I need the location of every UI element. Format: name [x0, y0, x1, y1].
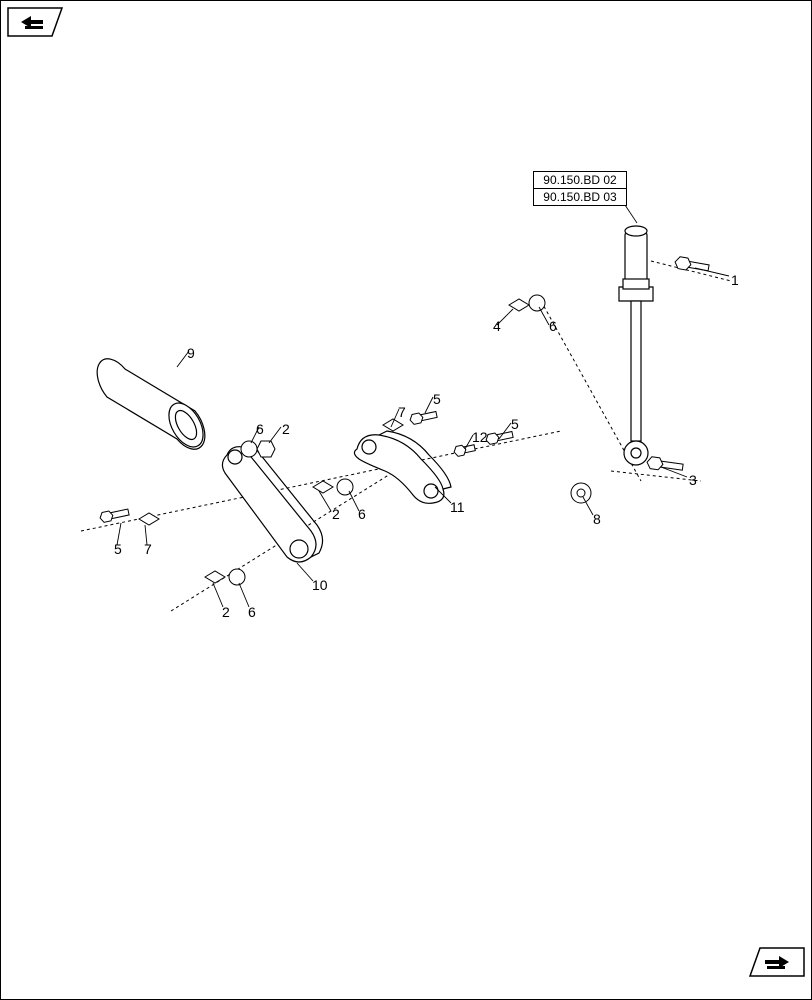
callout-6: 6 — [256, 421, 264, 437]
callout-2: 2 — [282, 421, 290, 437]
callout-5: 5 — [433, 391, 441, 407]
callout-6: 6 — [549, 318, 557, 334]
callout-2: 2 — [222, 604, 230, 620]
callout-11: 11 — [450, 499, 465, 515]
callout-6: 6 — [358, 506, 366, 522]
callout-8: 8 — [593, 511, 601, 527]
callout-7: 7 — [398, 404, 406, 420]
callout-4: 4 — [493, 318, 501, 334]
parts-diagram-art — [1, 1, 812, 1000]
callout-5: 5 — [114, 541, 122, 557]
callout-10: 10 — [312, 577, 328, 593]
callout-2: 2 — [332, 506, 340, 522]
reference-box: 90.150.BD 02 90.150.BD 03 — [533, 171, 627, 206]
diagram-canvas: 90.150.BD 02 90.150.BD 03 12223455566667… — [0, 0, 812, 1000]
callout-1: 1 — [731, 272, 739, 288]
callout-3: 3 — [689, 472, 697, 488]
callout-6: 6 — [248, 604, 256, 620]
callout-5: 5 — [511, 416, 519, 432]
callout-9: 9 — [187, 345, 195, 361]
callout-7: 7 — [144, 541, 152, 557]
reference-line: 90.150.BD 02 — [534, 172, 626, 188]
reference-line: 90.150.BD 03 — [534, 188, 626, 205]
callout-12: 12 — [472, 429, 488, 445]
